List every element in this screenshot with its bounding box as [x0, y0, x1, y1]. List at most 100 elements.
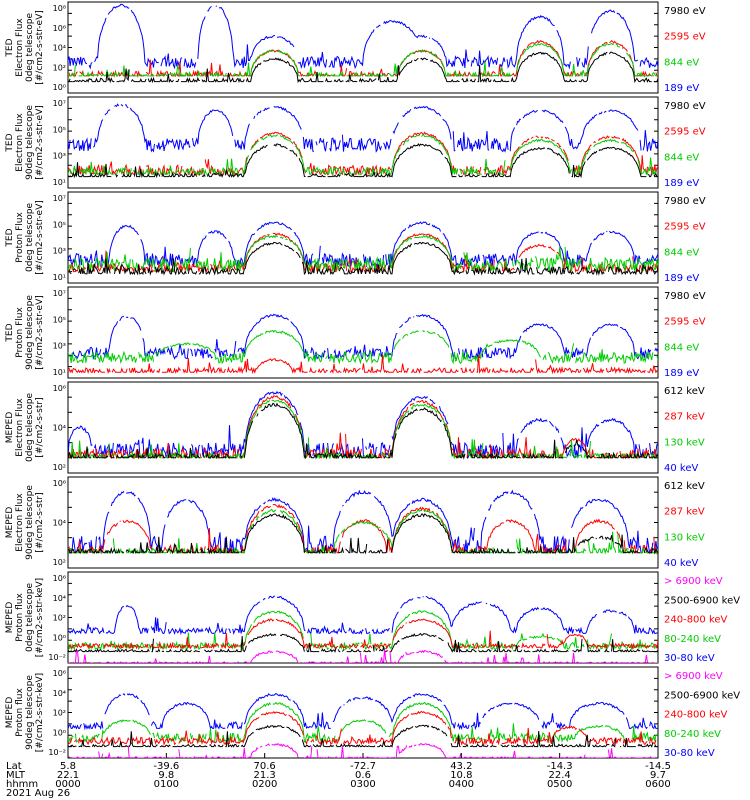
series-line	[68, 51, 658, 84]
series-group	[68, 3, 658, 84]
series-line	[68, 648, 658, 663]
series-line	[68, 241, 658, 276]
y-tick-label: 10⁶	[53, 384, 66, 393]
y-axis-label-line: [#/cm2-s-str-eV]	[35, 295, 45, 370]
y-axis-label-line: 90deg telescope	[25, 105, 35, 180]
y-tick-label: 10⁷	[53, 194, 66, 203]
legend-entry: 130 keV	[664, 437, 705, 448]
legend-entry: 80-240 keV	[664, 729, 721, 740]
y-axis-label: TED Proton Flux 90deg telescope [#/cm2-s-st…	[5, 295, 45, 370]
y-axis-label: TED Electron Flux 0deg telescope [#/cm2-s-s…	[5, 10, 45, 85]
y-axis-label-line: Proton Flux	[15, 307, 25, 358]
x-row-label: MLT	[6, 770, 26, 781]
series-line	[68, 489, 658, 555]
y-tick-label: 10⁴	[53, 44, 66, 53]
y-tick-label: 10²	[53, 558, 66, 567]
y-axis-label-line: Electron Flux	[15, 113, 25, 172]
legend-entry: 7980 eV	[664, 291, 706, 302]
y-tick-label: 10⁵	[53, 220, 66, 229]
panel-frame	[67, 571, 659, 664]
x-tick-label: 5.8	[60, 761, 76, 772]
x-tick-label: 0300	[350, 779, 375, 790]
legend-entry: 189 eV	[664, 368, 699, 379]
y-axis-label-line: 0deg telescope	[25, 13, 35, 83]
x-tick-label: -14.5	[645, 761, 671, 772]
y-axis-label: TED Proton Flux 0deg telescope [#/cm2-s-str…	[5, 200, 45, 275]
panel-1: 10⁰ 10² 10⁴ 10⁶ 10⁸ TED Electron Flux 0deg tele…	[5, 1, 706, 94]
x-tick-label: 0400	[449, 779, 474, 790]
y-tick-label: 10⁰	[53, 83, 66, 92]
x-tick-label: 0.6	[355, 770, 371, 781]
x-tick-label: 43.2	[450, 761, 472, 772]
series-group	[68, 390, 658, 458]
x-tick-label: -14.3	[547, 761, 573, 772]
y-axis-label-line: TED	[5, 38, 15, 57]
legend-entry: 844 eV	[664, 247, 699, 258]
y-axis-label-line: [#/cm2-s-str-keV]	[35, 578, 45, 657]
legend-entry: 287 keV	[664, 412, 705, 423]
y-axis-label-line: Proton flux	[15, 688, 25, 737]
x-tick-label: -39.6	[153, 761, 179, 772]
series-line	[68, 143, 658, 179]
y-axis-label: MEPED Electron Flux 0deg telescope [#/cm2-s…	[5, 393, 45, 463]
panel-frame	[67, 666, 659, 759]
series-line	[68, 701, 658, 744]
x-tick-label: 9.7	[650, 770, 666, 781]
x-tick-label: 70.6	[254, 761, 276, 772]
y-tick-label: 10¹	[53, 368, 66, 377]
y-tick-label: 10¹	[53, 178, 66, 187]
x-row-label: Lat	[6, 761, 22, 772]
y-tick-label: 10⁸	[53, 4, 66, 13]
legend-entry: 2595 eV	[664, 222, 706, 233]
legend-entry: 612 keV	[664, 386, 705, 397]
legend-entry: 844 eV	[664, 57, 699, 68]
y-tick-label: 10⁶	[53, 574, 66, 583]
y-axis-label-line: 90deg telescope	[25, 675, 35, 750]
series-group	[68, 313, 658, 375]
y-tick-label: 10⁻²	[48, 748, 66, 757]
legend-entry: 80-240 keV	[664, 634, 721, 645]
series-group	[68, 103, 658, 179]
legend-entry: 2595 eV	[664, 317, 706, 328]
legend-entry: 2595 eV	[664, 127, 706, 138]
y-tick-label: 10⁴	[53, 519, 66, 528]
y-axis-label-line: TED	[5, 133, 15, 152]
y-axis-label-line: 0deg telescope	[25, 583, 35, 653]
series-line	[68, 508, 658, 555]
y-axis-label-line: [#/cm2-s-str-eV]	[35, 10, 45, 85]
y-axis-label-line: MEPED	[5, 602, 15, 634]
y-tick-label: 10²	[53, 463, 66, 472]
y-tick-label: 10²	[53, 709, 66, 718]
y-tick-label: 10⁰	[53, 728, 66, 737]
y-tick-label: 10⁶	[53, 479, 66, 488]
series-group	[68, 595, 658, 663]
x-tick-label: 0100	[154, 779, 179, 790]
series-line	[68, 42, 658, 78]
series-line	[68, 354, 658, 375]
legend-entry: 240-800 keV	[664, 710, 728, 721]
series-line	[68, 329, 658, 365]
legend-entry: 189 eV	[664, 83, 699, 94]
y-axis-label-line: [#/cm2-s-str-keV]	[35, 673, 45, 752]
x-tick-label: 10.8	[450, 770, 472, 781]
y-axis-label-line: MEPED	[5, 697, 15, 729]
panel-frame	[67, 381, 659, 474]
panel-2: 10¹ 10³ 10⁵ 10⁷ TED Electron Flux 90deg telesc…	[5, 96, 706, 189]
y-axis-label-line: MEPED	[5, 507, 15, 539]
legend-entry: 844 eV	[664, 342, 699, 353]
legend-entry: 240-800 keV	[664, 615, 728, 626]
y-axis-label-line: Electron Flux	[15, 493, 25, 552]
x-tick-label: 21.3	[254, 770, 276, 781]
y-tick-label: 10³	[53, 342, 66, 351]
panel-4: 10¹ 10³ 10⁵ 10⁷ TED Proton Flux 90deg telescop…	[5, 286, 706, 379]
y-axis-label-line: MEPED	[5, 412, 15, 444]
series-line	[68, 724, 657, 748]
legend-entry: 189 eV	[664, 178, 699, 189]
y-tick-label: 10⁷	[53, 289, 66, 298]
y-axis-label-line: TED	[5, 228, 15, 247]
y-tick-label: 10³	[53, 247, 66, 256]
y-axis-label-line: 0deg telescope	[25, 393, 35, 463]
x-tick-label: -72.7	[350, 761, 376, 772]
y-tick-label: 10⁴	[53, 424, 66, 433]
